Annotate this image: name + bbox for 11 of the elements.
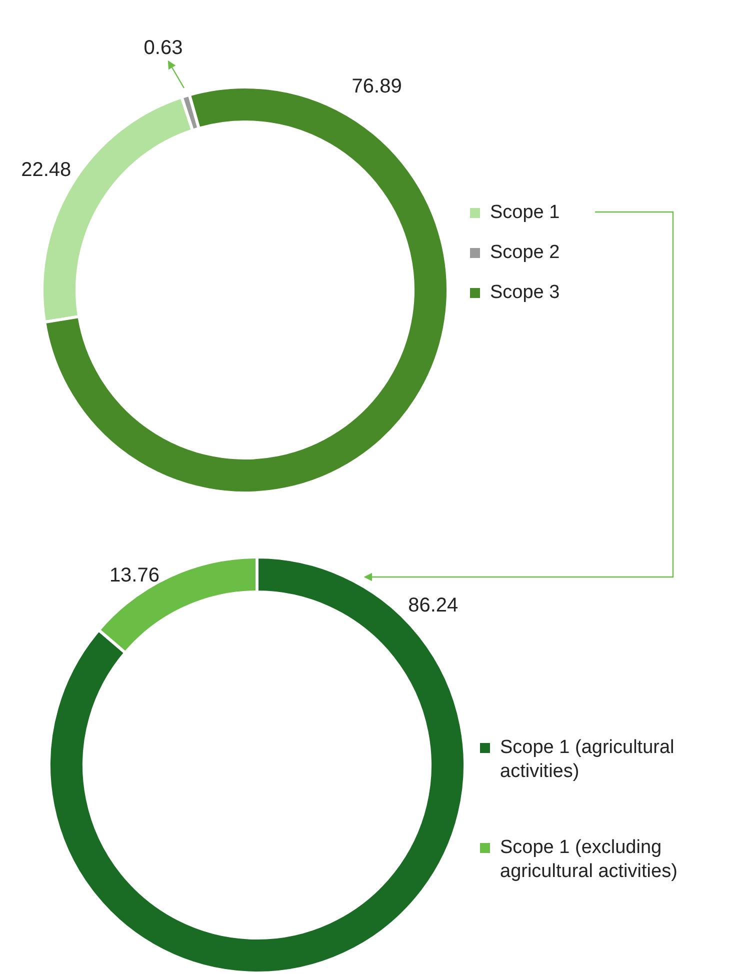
data-label: 0.63 — [144, 36, 183, 59]
legend-label: Scope 1 (excluding agricultural activities) — [500, 837, 678, 882]
legend-label: Scope 2 — [490, 242, 560, 264]
legend-label: Scope 1 (agricultural activities) — [500, 737, 674, 782]
legend-label: Scope 3 — [490, 282, 560, 304]
data-label: 76.89 — [352, 75, 402, 98]
donut-slice — [48, 556, 466, 974]
data-label: 13.76 — [109, 564, 160, 587]
data-label: 86.24 — [408, 594, 458, 617]
legend-label: Scope 1 — [490, 202, 560, 224]
data-label: 22.48 — [21, 158, 72, 181]
